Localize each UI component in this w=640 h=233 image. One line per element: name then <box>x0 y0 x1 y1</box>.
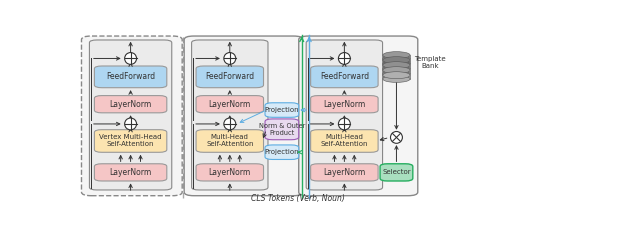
Ellipse shape <box>383 70 410 77</box>
Ellipse shape <box>383 67 410 74</box>
Ellipse shape <box>339 118 350 130</box>
FancyBboxPatch shape <box>94 96 167 113</box>
Text: CLS Tokens (Verb, Noun): CLS Tokens (Verb, Noun) <box>252 194 345 203</box>
Text: LayerNorm: LayerNorm <box>209 100 251 109</box>
Ellipse shape <box>224 53 236 64</box>
FancyBboxPatch shape <box>310 164 378 181</box>
FancyBboxPatch shape <box>310 130 378 152</box>
Bar <box>383 70 410 74</box>
FancyBboxPatch shape <box>94 66 167 88</box>
FancyBboxPatch shape <box>265 145 299 159</box>
Ellipse shape <box>383 62 410 69</box>
Text: Selector: Selector <box>382 169 411 175</box>
Text: LayerNorm: LayerNorm <box>109 100 152 109</box>
Text: FeedForward: FeedForward <box>106 72 155 81</box>
Bar <box>383 55 410 59</box>
FancyBboxPatch shape <box>265 119 299 140</box>
Bar <box>383 75 410 79</box>
Ellipse shape <box>125 118 136 130</box>
FancyBboxPatch shape <box>184 36 303 196</box>
FancyBboxPatch shape <box>265 103 299 117</box>
Ellipse shape <box>383 65 410 72</box>
Ellipse shape <box>383 55 410 62</box>
FancyBboxPatch shape <box>90 40 172 190</box>
FancyBboxPatch shape <box>94 164 167 181</box>
FancyBboxPatch shape <box>196 66 264 88</box>
FancyBboxPatch shape <box>196 130 264 152</box>
Ellipse shape <box>224 118 236 130</box>
FancyBboxPatch shape <box>310 66 378 88</box>
Text: Vertex Multi-Head
Self-Attention: Vertex Multi-Head Self-Attention <box>99 134 162 147</box>
Text: LayerNorm: LayerNorm <box>209 168 251 177</box>
Ellipse shape <box>383 75 410 82</box>
Ellipse shape <box>390 131 403 143</box>
Ellipse shape <box>383 72 410 79</box>
Text: FeedForward: FeedForward <box>320 72 369 81</box>
Ellipse shape <box>383 60 410 67</box>
Bar <box>383 65 410 69</box>
Ellipse shape <box>383 52 410 58</box>
FancyBboxPatch shape <box>191 40 268 190</box>
Ellipse shape <box>339 53 350 64</box>
Text: LayerNorm: LayerNorm <box>323 168 365 177</box>
Ellipse shape <box>383 57 410 64</box>
FancyBboxPatch shape <box>196 96 264 113</box>
FancyBboxPatch shape <box>196 164 264 181</box>
FancyBboxPatch shape <box>299 36 418 196</box>
FancyBboxPatch shape <box>81 36 182 196</box>
Text: Projection: Projection <box>264 107 299 113</box>
FancyBboxPatch shape <box>310 96 378 113</box>
Ellipse shape <box>125 53 136 64</box>
Text: Multi-Head
Self-Attention: Multi-Head Self-Attention <box>321 134 368 147</box>
Bar <box>383 60 410 64</box>
Text: Norm & Outer
Product: Norm & Outer Product <box>259 123 305 136</box>
FancyBboxPatch shape <box>94 130 167 152</box>
Text: Projection: Projection <box>264 149 299 155</box>
FancyBboxPatch shape <box>306 40 383 190</box>
Text: Template
Bank: Template Bank <box>414 55 445 69</box>
Text: LayerNorm: LayerNorm <box>109 168 152 177</box>
Text: LayerNorm: LayerNorm <box>323 100 365 109</box>
Text: Multi-Head
Self-Attention: Multi-Head Self-Attention <box>206 134 253 147</box>
FancyBboxPatch shape <box>380 164 413 181</box>
Text: FeedForward: FeedForward <box>205 72 254 81</box>
